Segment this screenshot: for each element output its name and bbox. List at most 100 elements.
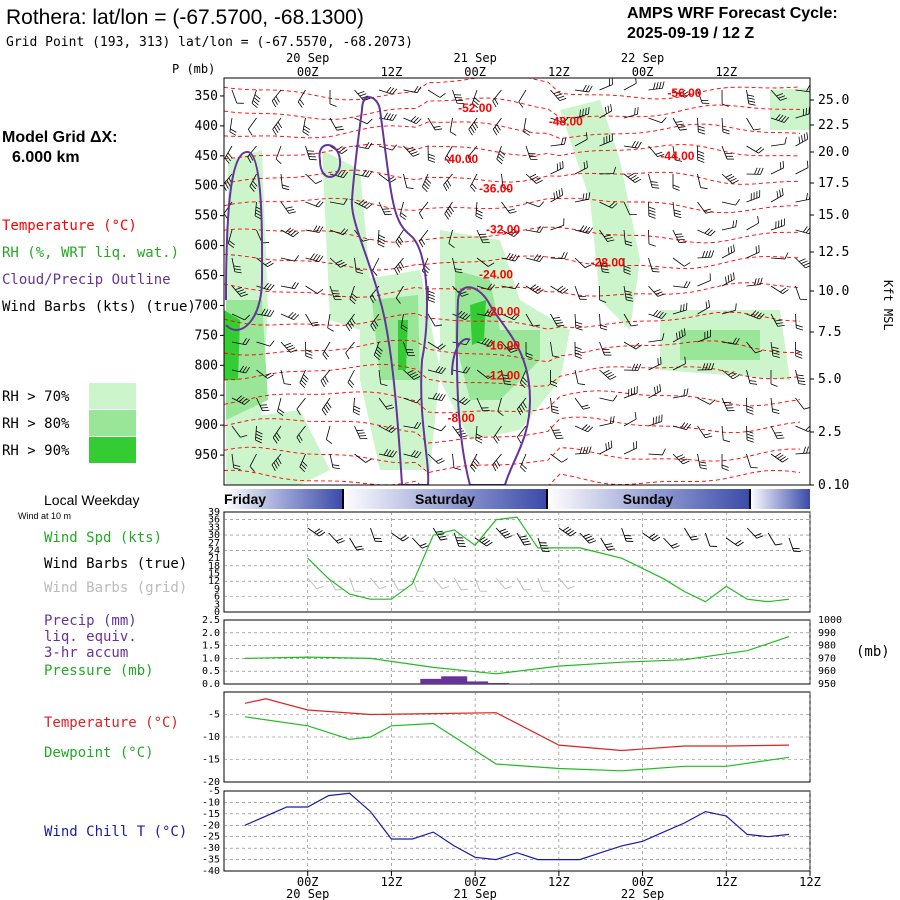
wind-barb — [648, 117, 667, 124]
wind-barb — [427, 145, 436, 163]
wind-barb-true — [328, 532, 345, 544]
wind-barb — [550, 369, 558, 387]
wind-barb — [403, 369, 421, 380]
wind-barb — [574, 84, 593, 93]
wind-barb — [746, 397, 754, 415]
y-tick-label: 0 — [214, 607, 220, 618]
wind-barb — [329, 453, 341, 470]
wind-barb — [574, 397, 591, 410]
wind-barb — [721, 337, 740, 345]
wind-barb — [721, 117, 730, 135]
wind-barb — [296, 397, 306, 416]
pressure-tick-label: 800 — [195, 358, 218, 373]
wind-barb — [280, 173, 290, 191]
wind-barb — [574, 424, 594, 433]
wind-barb — [231, 257, 242, 274]
wind-barb — [697, 329, 711, 343]
y-tick-label: 2.5 — [202, 615, 220, 626]
wind-barb — [256, 369, 274, 379]
y-tick-label: 18 — [208, 561, 220, 572]
wind-barb — [354, 89, 371, 101]
wind-barb — [427, 453, 445, 464]
wind-barb — [403, 341, 415, 357]
wind-barb — [623, 107, 639, 119]
wind-barb — [345, 313, 356, 332]
wind-barb — [378, 449, 397, 458]
wind-barb — [501, 313, 520, 321]
pressure-tick-label: 350 — [195, 89, 218, 104]
wind-barb — [231, 365, 250, 374]
wind-barb — [599, 133, 613, 147]
wind-barb — [520, 453, 527, 473]
y-tick-label: 9 — [214, 584, 220, 595]
y-tick-label: 33 — [208, 522, 220, 533]
wind-barb — [770, 113, 790, 123]
wind-barb — [280, 369, 292, 386]
wind-barb — [770, 341, 780, 358]
wind-barb — [280, 311, 300, 320]
wind-barb — [299, 369, 309, 389]
wind-barb — [721, 453, 729, 471]
wind-barb — [251, 89, 261, 109]
wind-barb — [599, 104, 613, 119]
wind-barb — [354, 169, 373, 178]
wind-barb — [421, 173, 432, 193]
wind-barb-true — [412, 537, 429, 549]
wind-barb-true — [558, 526, 577, 537]
wind-barb — [256, 397, 270, 412]
wind-barb — [476, 369, 495, 379]
wind-barb — [746, 369, 758, 385]
wind-barb — [325, 425, 333, 444]
height-axis-label: Kft MSL — [881, 280, 895, 331]
wind-barb-true — [474, 536, 493, 547]
wind-barb — [249, 173, 258, 192]
bottom-hour-label: 12Z — [715, 875, 737, 889]
legend-temperature: Temperature (°C) — [2, 218, 137, 234]
weekday-band: Friday Saturday Sunday — [224, 489, 810, 509]
wind-barb — [770, 425, 785, 439]
precip-bar — [420, 678, 447, 684]
wind-barb — [305, 173, 323, 184]
wind-barb-true — [391, 532, 409, 542]
wind-barb — [746, 453, 758, 469]
height-tick-label: 22.5 — [818, 118, 849, 133]
wind-barb — [476, 337, 496, 347]
wind-barb — [229, 117, 237, 136]
wind-barb — [493, 425, 502, 444]
windchill-line — [244, 792, 790, 861]
wind-barb — [427, 366, 446, 374]
height-tick-label: 0.10 — [818, 478, 849, 493]
wind-barb — [770, 252, 789, 260]
wind-barb — [648, 356, 662, 371]
wind-barb — [354, 199, 373, 209]
legend-wind-barbs: Wind Barbs (kts) (true) — [2, 299, 196, 315]
wind-barb — [271, 89, 282, 108]
wind-barb — [231, 89, 244, 104]
wind-barb — [574, 225, 593, 234]
wind-barb — [697, 397, 716, 405]
wind-barb — [329, 228, 349, 236]
wind-barb — [574, 285, 587, 300]
wind-barb — [305, 285, 324, 294]
wind-barb — [623, 229, 633, 247]
wind-barb — [721, 219, 738, 231]
top-hour-label: 00Z — [297, 65, 319, 79]
wind-barb — [476, 397, 490, 412]
y-tick-label: 990 — [818, 628, 836, 639]
wind-barb — [697, 362, 715, 371]
temperature-contour — [224, 390, 801, 414]
wind-barb — [231, 395, 250, 405]
wind-barb — [623, 363, 642, 371]
wind-barb — [302, 117, 311, 136]
wind-barb — [470, 173, 478, 192]
wind-barb-true — [579, 532, 597, 544]
wind-barb — [574, 132, 588, 147]
precip-accum-label: 3-hr accum — [44, 645, 128, 661]
wind-barb — [501, 253, 520, 262]
wind-barb — [795, 285, 808, 300]
wind-barb — [795, 313, 804, 331]
wind-barb — [746, 145, 765, 154]
wind-barb — [231, 338, 250, 346]
wind-barb-grid — [307, 577, 324, 590]
legend-cloud: Cloud/Precip Outline — [2, 272, 171, 288]
